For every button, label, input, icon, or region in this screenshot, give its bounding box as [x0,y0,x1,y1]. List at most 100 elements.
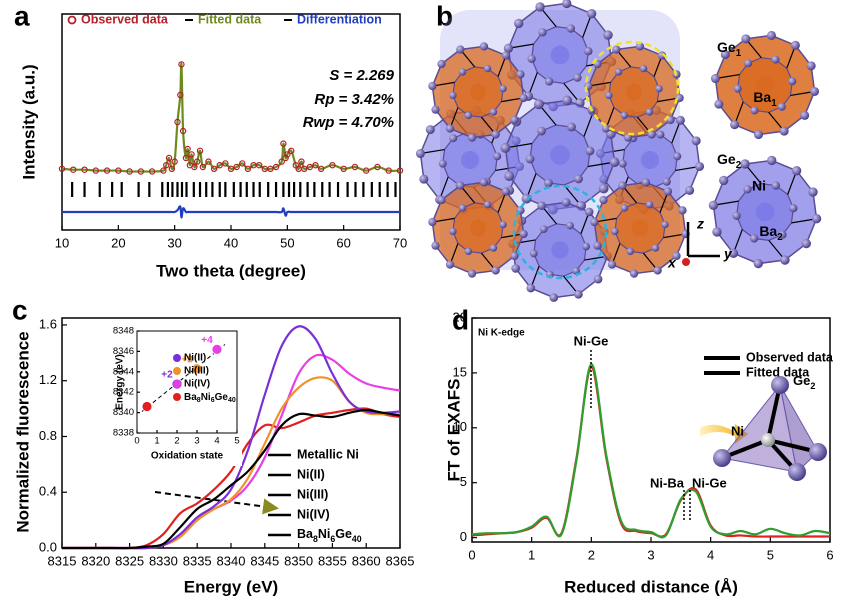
data-point [137,168,145,175]
atom [656,130,665,139]
legend-swatch [173,380,181,388]
structure-panel [415,0,822,302]
atom [611,227,619,236]
atom [489,108,498,116]
x-tick-label: 8315 [48,553,77,568]
center-atom [550,45,570,65]
atom [593,241,602,250]
atom [605,91,613,100]
data-line [471,363,831,539]
atom [761,433,775,447]
fit-line [141,344,226,412]
data-point [58,165,66,172]
x-tick-label: 6 [826,547,833,562]
x-tick-label: 3 [647,547,654,562]
x-tick-label: 0 [468,547,475,562]
y-tick-label: 8340 [113,407,134,418]
point-label: +2 [161,370,173,381]
atom [419,174,429,184]
data-point [284,151,291,158]
x-tick-label: 8360 [352,553,381,568]
center-atom [469,219,487,237]
legend-label: Ba8Ni6Ge40 [184,392,236,405]
atom [695,161,705,171]
x-tick-label: 5 [767,547,774,562]
arrow [700,424,748,444]
atom [623,133,633,142]
atom [574,174,583,184]
atom [810,86,820,96]
data-point [222,160,229,167]
data-point [115,167,122,174]
y-tick-label: 0 [460,529,467,544]
atom [789,204,798,213]
atom [519,229,528,239]
atom [431,241,440,250]
atom [437,195,446,205]
atom [593,274,603,284]
x-tick-label: 50 [280,235,294,250]
atom [491,266,500,275]
x-tick-label: 4 [214,436,219,447]
atom [691,136,701,146]
data-point [174,118,181,126]
atom [529,249,538,258]
panel-label: d [452,304,469,335]
atom [525,154,535,164]
atom [464,247,473,256]
data-point [160,167,167,174]
legend-label: Fitted data [746,365,810,379]
legend-swatch [173,393,181,401]
data-point [191,163,198,171]
legend-label: Differentiation [297,12,382,26]
x-axis-label: Energy (eV) [184,577,278,596]
bond [766,384,782,441]
data-point [165,154,173,162]
data-point [141,401,153,412]
atom [533,99,544,110]
trend-arrow [154,491,279,515]
atom [501,51,511,60]
atom [685,185,695,195]
atom [549,293,559,302]
y-tick-label: 5 [460,474,467,489]
atom [620,204,629,212]
atom [779,126,789,136]
atom [708,200,719,210]
data-point [163,161,170,169]
atom [584,207,594,217]
legend-label: Fitted data [198,12,262,26]
data-point [340,165,347,172]
cluster-label: Ni [731,423,744,438]
data-point [298,158,305,165]
atom [808,187,818,197]
data-point [193,158,201,165]
structure-label: Ba2 [759,223,783,243]
legend-label: Ni(III) [297,487,328,501]
y-axis-label: FT of EXAFS [444,379,463,482]
atom [672,251,681,261]
atom [720,50,730,60]
y-tick-label: 8342 [113,387,134,398]
atom [572,267,580,275]
atom [753,258,763,269]
legend-symbol [67,15,77,25]
annotation: Rwp = 4.70% [303,114,394,131]
atom [544,178,553,188]
data-point [288,147,295,154]
center-atom [461,151,479,169]
atom [540,225,548,233]
data-point [148,168,156,175]
structure-label: Ba1 [753,89,777,109]
structure-label: Ge2 [717,151,742,171]
atom [527,54,536,63]
atom [653,266,662,275]
atom [712,227,722,237]
data-point [126,168,133,175]
atom [663,187,673,196]
data-point [184,145,191,153]
atom [728,248,739,258]
atom [607,260,617,269]
inset-y-label: Energy (eV) [115,354,126,410]
legend-swatch [173,367,181,375]
